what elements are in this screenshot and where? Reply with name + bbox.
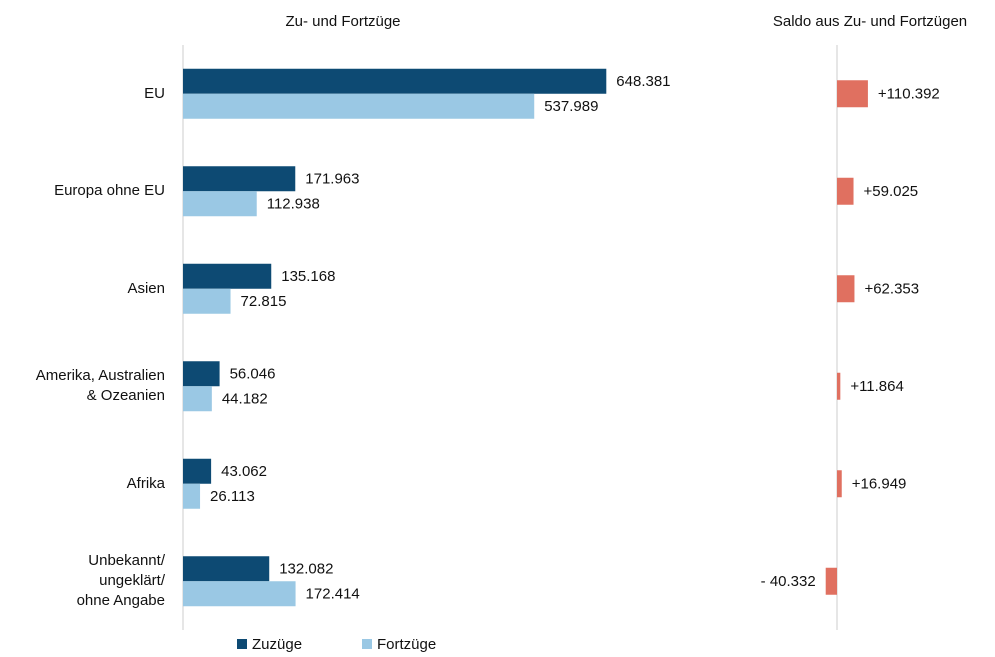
value-label: +62.353 xyxy=(864,281,919,298)
bar xyxy=(183,93,535,119)
value-label: +110.392 xyxy=(878,86,940,103)
value-label: +16.949 xyxy=(852,476,907,493)
value-label: - 40.332 xyxy=(761,573,816,590)
value-label: 135.168 xyxy=(281,268,335,285)
bar xyxy=(183,68,607,94)
value-label: 56.046 xyxy=(230,366,276,383)
bar xyxy=(183,458,212,484)
bar xyxy=(837,275,855,303)
bar xyxy=(837,470,842,498)
bar xyxy=(183,361,220,387)
bar xyxy=(183,191,257,217)
bar xyxy=(183,386,212,412)
bar xyxy=(183,483,201,509)
bar xyxy=(837,177,854,205)
category-label: Unbekannt/ ungeklärt/ ohne Angabe xyxy=(76,552,165,610)
bar xyxy=(183,556,270,582)
bar xyxy=(183,166,296,192)
value-label: 43.062 xyxy=(221,463,267,480)
category-label: Asien xyxy=(127,279,165,297)
value-label: 537.989 xyxy=(544,98,598,115)
bar xyxy=(825,567,837,595)
bar xyxy=(183,581,296,607)
category-label: Amerika, Australien & Ozeanien xyxy=(35,367,165,405)
category-label: EU xyxy=(144,84,165,102)
value-label: 44.182 xyxy=(222,391,268,408)
category-label: Afrika xyxy=(126,474,165,492)
value-label: 132.082 xyxy=(279,561,333,578)
legend-swatch xyxy=(362,639,372,649)
value-label: 72.815 xyxy=(241,293,287,310)
legend-label: Zuzüge xyxy=(252,636,302,653)
value-label: 112.938 xyxy=(267,196,320,213)
bar xyxy=(837,372,841,400)
value-label: +11.864 xyxy=(850,378,904,395)
chart-title: Saldo aus Zu- und Fortzügen xyxy=(773,13,967,30)
value-label: 26.113 xyxy=(210,488,255,505)
bar xyxy=(837,80,868,108)
legend-label: Fortzüge xyxy=(377,636,436,653)
bar xyxy=(183,263,272,289)
category-label: Europa ohne EU xyxy=(54,182,165,200)
value-label: +59.025 xyxy=(864,183,919,200)
legend-swatch xyxy=(237,639,247,649)
value-label: 648.381 xyxy=(616,73,670,90)
chart-title: Zu- und Fortzüge xyxy=(285,13,400,30)
bar xyxy=(183,288,231,314)
value-label: 171.963 xyxy=(305,171,359,188)
value-label: 172.414 xyxy=(306,586,360,603)
